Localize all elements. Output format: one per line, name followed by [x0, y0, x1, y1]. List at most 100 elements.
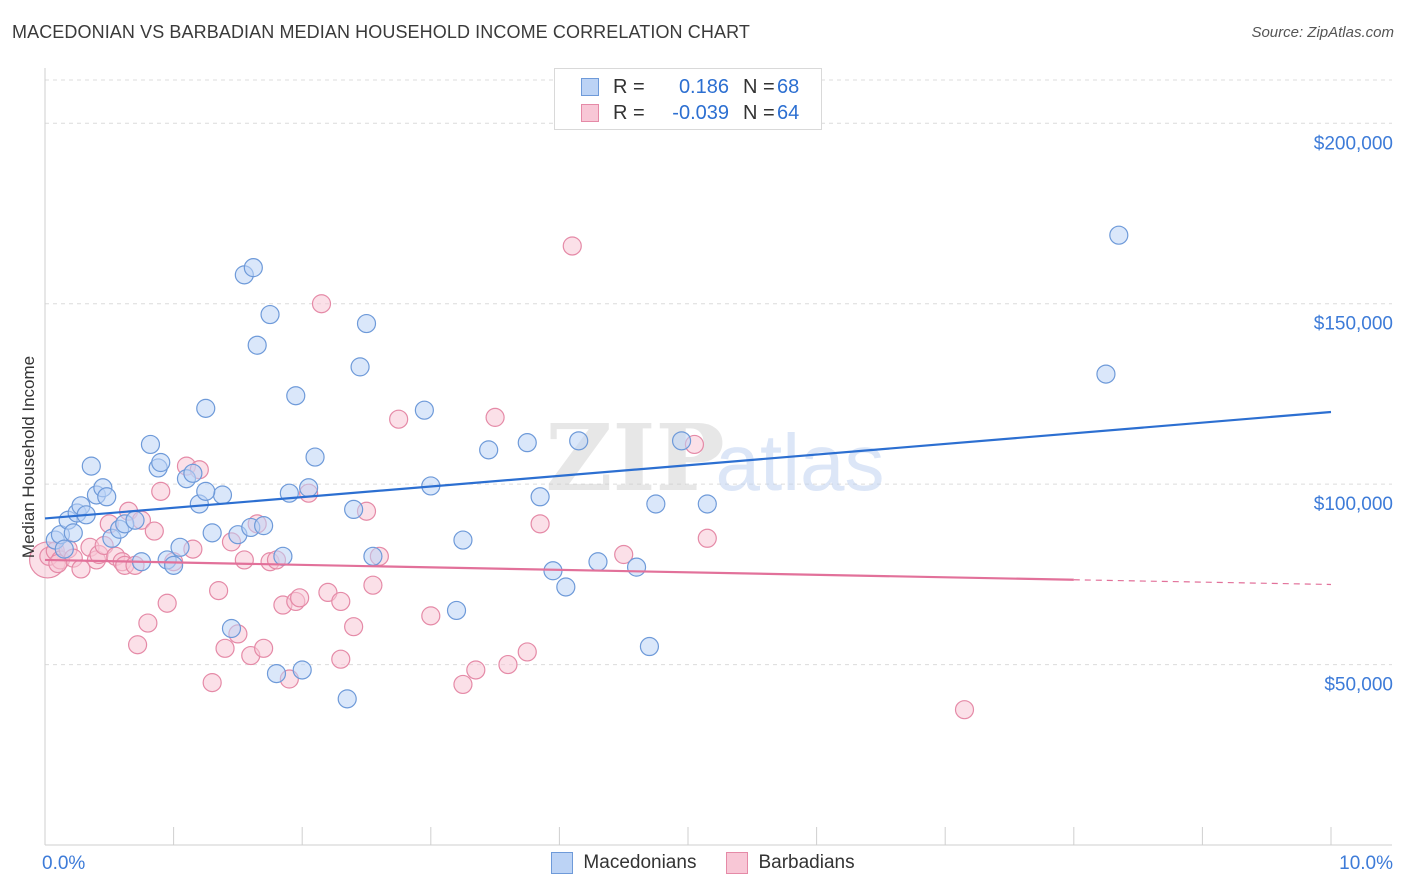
- macedonians-point: [140, 434, 161, 455]
- macedonians-point: [356, 313, 377, 334]
- tick-labels: $50,000 $100,000 $150,000 $200,000 0.0% 10.0%: [42, 133, 1393, 874]
- macedonians-point: [1096, 364, 1116, 384]
- macedonians-point: [479, 440, 499, 460]
- macedonians-point: [639, 636, 660, 657]
- macedonians-point: [646, 494, 666, 514]
- n-label: N =: [743, 75, 775, 98]
- macedonians-point: [97, 487, 117, 507]
- macedonians-point: [125, 510, 145, 530]
- macedonians-point: [588, 552, 608, 572]
- macedonians-point: [63, 523, 83, 543]
- macedonians-point: [530, 487, 550, 507]
- legend-row-barbadians: R = -0.039 N = 64: [581, 100, 799, 126]
- barbadians-point: [202, 673, 222, 693]
- y-tick-label: $50,000: [1324, 675, 1393, 696]
- legend-row-macedonians: R = 0.186 N = 68: [581, 74, 799, 100]
- barbadians-point: [138, 613, 158, 633]
- n-value: 64: [777, 101, 800, 124]
- macedonians-point: [202, 523, 222, 543]
- n-label: N =: [743, 101, 775, 124]
- r-value: 0.186: [678, 75, 729, 98]
- barbadians-point: [151, 481, 171, 501]
- barbadians-trend-line: [44, 558, 1074, 581]
- blue-swatch: [551, 852, 574, 874]
- macedonians-point: [243, 258, 263, 278]
- macedonians-point: [273, 546, 293, 566]
- barbadians-point: [331, 649, 351, 669]
- axes: [44, 68, 1392, 846]
- legend-item-macedonians[interactable]: Macedonians: [551, 852, 696, 874]
- barbadians-point: [215, 638, 235, 658]
- barbadians-point: [453, 674, 473, 695]
- macedonians-point: [517, 433, 537, 453]
- macedonians-point: [164, 555, 184, 575]
- y-tick-label: $100,000: [1314, 494, 1393, 515]
- macedonians-point: [556, 577, 576, 597]
- barbadians-point: [614, 544, 634, 565]
- series-legend: Macedonians Barbadians: [0, 852, 1406, 874]
- trend-lines: [44, 410, 1332, 586]
- macedonians-point: [671, 431, 692, 451]
- macedonians-point: [81, 456, 101, 476]
- barbadians-point: [311, 294, 332, 314]
- macedonians-point: [254, 516, 274, 536]
- macedonians-point: [446, 600, 467, 621]
- macedonians-point: [196, 481, 216, 501]
- blue-swatch: [581, 78, 599, 96]
- macedonians-point: [1109, 225, 1129, 245]
- pink-swatch: [581, 104, 599, 122]
- legend-label: Macedonians: [583, 852, 697, 873]
- legend-item-barbadians[interactable]: Barbadians: [726, 852, 855, 874]
- grid-lines: [45, 79, 1392, 666]
- macedonians-point: [453, 530, 473, 550]
- barbadians-point: [363, 575, 383, 595]
- barbadians-point: [954, 700, 975, 720]
- macedonians-point: [183, 463, 203, 483]
- chart-title: MACEDONIAN VS BARBADIAN MEDIAN HOUSEHOLD…: [12, 22, 750, 42]
- barbadians-point: [517, 642, 537, 662]
- barbadians-point: [157, 593, 177, 613]
- y-tick-label: $150,000: [1314, 314, 1393, 335]
- barbadians-point: [331, 591, 351, 612]
- y-tick-label: $200,000: [1314, 133, 1393, 154]
- macedonians-point: [170, 537, 190, 557]
- macedonians-point: [196, 398, 216, 418]
- barbadians-point: [466, 660, 486, 680]
- r-label: R =: [613, 101, 645, 124]
- macedonians-point: [292, 660, 312, 680]
- macedonians-point: [626, 557, 647, 577]
- macedonians-point: [221, 618, 242, 639]
- x-tick-label: 10.0%: [1339, 853, 1393, 874]
- y-axis-label: Median Household Income: [19, 356, 38, 558]
- macedonians-point: [337, 689, 357, 709]
- barbadians-trend-extension: [1073, 579, 1332, 586]
- macedonians-point: [350, 357, 370, 377]
- macedonians-point: [212, 485, 233, 505]
- macedonians-point: [363, 546, 383, 566]
- r-label: R =: [613, 75, 645, 98]
- macedonians-point: [299, 478, 319, 498]
- watermark-zip: ZIP: [545, 404, 724, 512]
- macedonians-point: [260, 304, 280, 325]
- r-value: -0.039: [672, 101, 729, 124]
- barbadians-point: [562, 236, 582, 256]
- macedonians-point: [54, 539, 74, 559]
- barbadians-point: [498, 654, 518, 675]
- macedonians-point: [697, 494, 717, 514]
- barbadians-point: [530, 514, 550, 534]
- legend-label: Barbadians: [758, 852, 855, 873]
- barbadians-point: [697, 528, 717, 548]
- barbadians-point: [234, 550, 254, 570]
- macedonians-trend-line: [44, 410, 1332, 520]
- macedonians-point: [414, 400, 434, 420]
- barbadians-point: [485, 407, 505, 427]
- barbadians-point: [344, 617, 364, 637]
- n-value: 68: [777, 75, 800, 98]
- macedonians-point: [305, 447, 325, 467]
- barbadians-point: [127, 635, 148, 655]
- x-tick-label: 0.0%: [42, 853, 85, 874]
- macedonians-point: [569, 431, 589, 451]
- macedonians-point: [286, 386, 306, 406]
- barbadians-point: [421, 606, 441, 626]
